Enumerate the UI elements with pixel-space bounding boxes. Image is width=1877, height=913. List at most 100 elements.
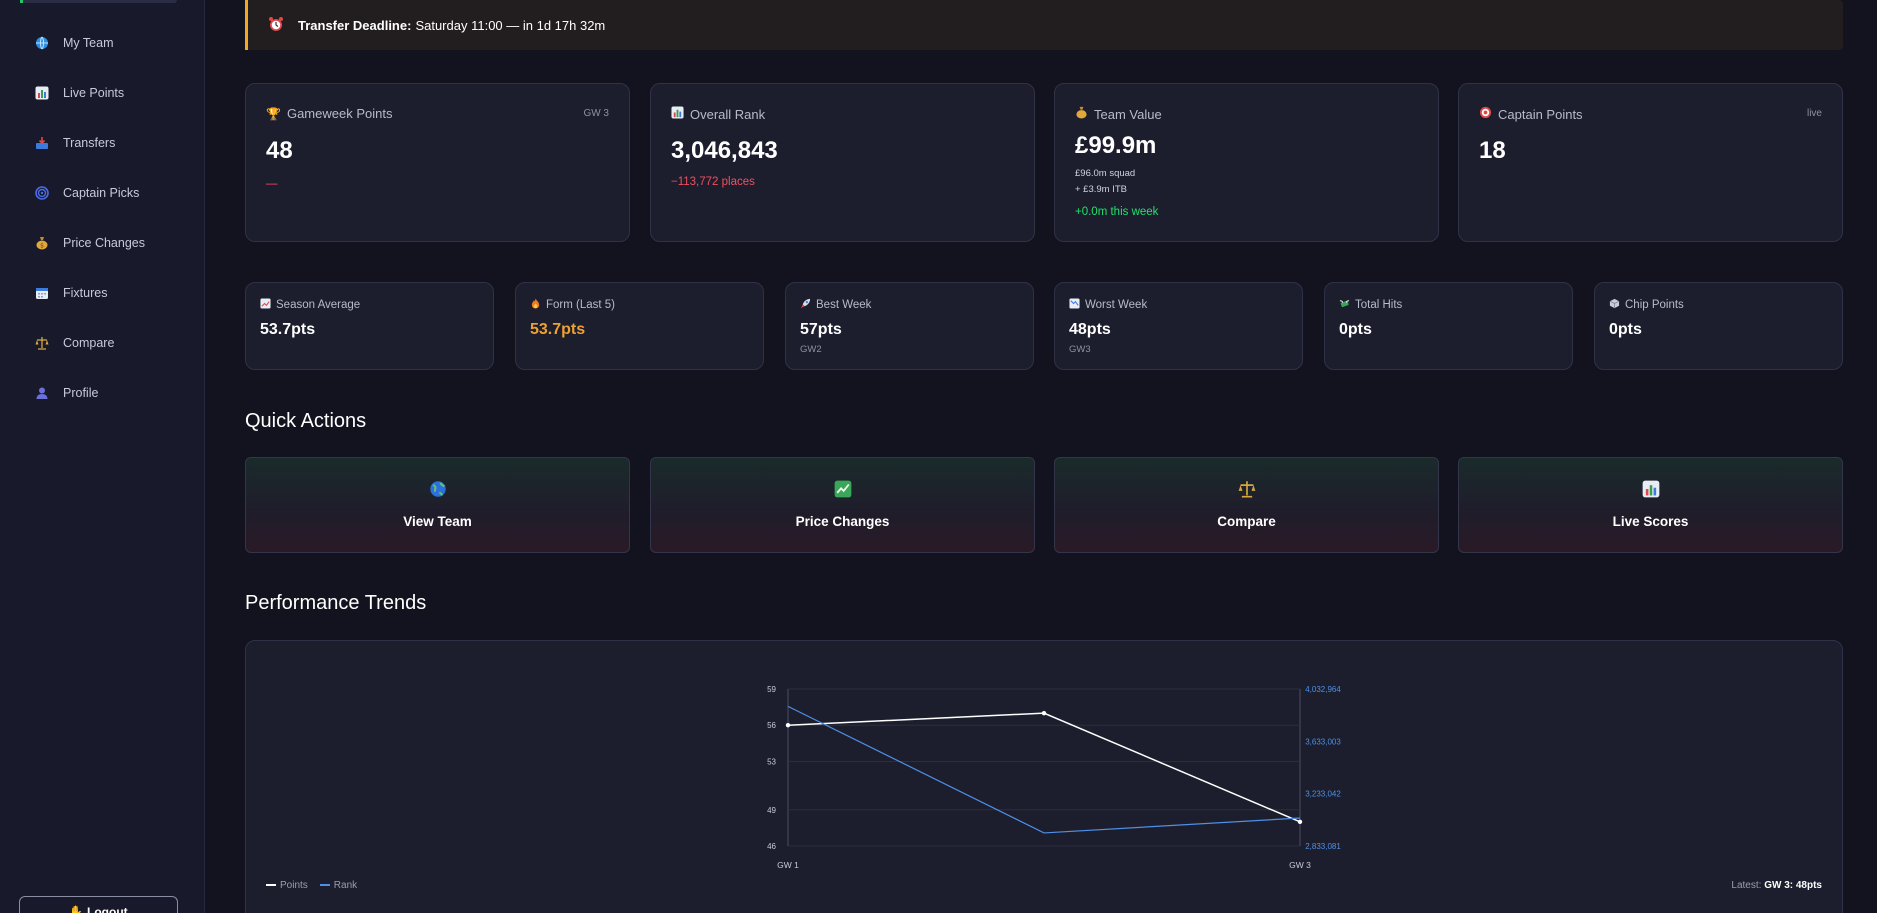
card-title: Season Average [276, 299, 361, 311]
sidebar-item-my-team[interactable]: My Team [0, 18, 205, 68]
x-tick-label: GW 3 [1289, 860, 1311, 870]
y-left-tick-label: 49 [767, 806, 776, 815]
series-line-points [787, 712, 1301, 823]
money-bag-icon [1075, 106, 1088, 122]
card-header: Season Average [260, 298, 360, 312]
sidebar-item-fixtures[interactable]: Fixtures [0, 268, 205, 318]
gameweek-tag: GW 3 [583, 108, 609, 119]
points-marker [785, 723, 791, 728]
card-title: Captain Points [1498, 106, 1583, 122]
y-left-tick-label: 59 [767, 685, 776, 694]
live-tag: live [1806, 108, 1822, 119]
form-value: 53.7pts [530, 321, 586, 338]
quick-action-label: Live Scores [1612, 514, 1689, 529]
chip-points-card: Chip Points 0pts [1594, 282, 1843, 370]
card-title: Chip Points [1625, 299, 1684, 311]
sidebar-item-captain-picks[interactable]: Captain Picks [0, 168, 205, 218]
card-header: Best Week [800, 298, 871, 312]
quick-action-label: View Team [403, 514, 472, 529]
latest-gameweek-summary: Latest: GW 3: 48pts [1731, 880, 1822, 891]
chart-legend: Points Rank [266, 880, 357, 891]
logout-label: Logout [87, 905, 128, 913]
total-hits-value: 0pts [1339, 321, 1372, 338]
in-the-bank: + £3.9m ITB [1075, 184, 1128, 195]
sidebar-item-label: Live Points [63, 86, 125, 100]
sidebar-item-price-changes[interactable]: $ Price Changes [0, 218, 205, 268]
bar-chart-icon [671, 106, 684, 122]
sidebar-item-label: Transfers [63, 136, 116, 150]
sidebar-item-transfers[interactable]: Transfers [0, 118, 205, 168]
overall-rank-value: 3,046,843 [671, 137, 778, 164]
card-title: Gameweek Points [286, 106, 393, 121]
card-header: Worst Week [1069, 298, 1147, 312]
calendar-icon [34, 285, 50, 301]
points-marker [1041, 710, 1047, 716]
sidebar-item-profile[interactable]: Profile [0, 368, 205, 418]
deadline-label: Transfer Deadline: [298, 17, 412, 33]
captain-points-value: 18 [1479, 137, 1506, 164]
money-bag-icon: $ [34, 235, 50, 251]
value-change: +0.0m this week [1075, 206, 1159, 218]
card-header: Team Value [1075, 106, 1162, 122]
quick-action-label: Price Changes [795, 514, 890, 529]
card-title: Form (Last 5) [546, 299, 616, 311]
logout-button[interactable]: ✋ Logout [19, 896, 178, 913]
y-right-tick-label: 3,633,003 [1305, 737, 1341, 746]
x-tick-label: GW 1 [777, 860, 799, 870]
worst-week-card: Worst Week 48pts GW3 [1054, 282, 1303, 370]
sidebar-item-compare[interactable]: Compare [0, 318, 205, 368]
sidebar-item-label: Price Changes [63, 236, 145, 250]
quick-action-label: Compare [1217, 514, 1276, 529]
y-left-tick-label: 53 [767, 757, 776, 766]
quick-action-live-scores[interactable]: Live Scores [1458, 457, 1843, 553]
waving-hand-icon: ✋ [69, 906, 84, 913]
deadline-text: Saturday 11:00 — in 1d 17h 32m [415, 17, 606, 33]
worst-week-value: 48pts [1069, 321, 1111, 338]
y-right-tick-label: 3,233,042 [1305, 790, 1341, 799]
y-left-tick-label: 56 [767, 721, 776, 730]
gameweek-points-value: 48 [266, 137, 293, 164]
card-title: Total Hits [1355, 299, 1403, 311]
alarm-clock-icon [268, 16, 284, 35]
worst-week-gameweek: GW3 [1069, 344, 1091, 355]
sidebar-item-label: Fixtures [63, 286, 108, 300]
best-week-gameweek: GW2 [800, 344, 822, 355]
quick-action-compare[interactable]: Compare [1054, 457, 1439, 553]
transfer-deadline-banner: Transfer Deadline: Saturday 11:00 — in 1… [245, 0, 1843, 50]
money-wings-icon [1339, 298, 1350, 312]
latest-label: Latest: [1731, 880, 1762, 891]
svg-text:$: $ [40, 243, 44, 250]
user-silhouette-icon [34, 385, 50, 401]
performance-chart-card: 59 56 53 49 46 4,032,964 3,633,003 3,233,042 2,8… [245, 640, 1843, 913]
best-week-value: 57pts [800, 321, 842, 338]
active-nav-indicator [20, 0, 177, 3]
chip-points-value: 0pts [1609, 321, 1642, 338]
bar-chart-icon [34, 85, 50, 101]
performance-chart: 59 56 53 49 46 4,032,964 3,633,003 3,233,042 2,8… [767, 685, 1341, 870]
latest-value: GW 3: 48pts [1764, 880, 1822, 891]
legend-item-points: Points [266, 880, 308, 891]
card-title: Overall Rank [690, 106, 766, 122]
squad-value: £96.0m squad [1075, 168, 1136, 179]
captain-points-card: Captain Points live 18 [1458, 83, 1843, 242]
team-value-card: Team Value £99.9m £96.0m squad + £3.9m I… [1054, 83, 1439, 242]
y-right-tick-label: 4,032,964 [1305, 685, 1341, 694]
quick-action-price-changes[interactable]: Price Changes [650, 457, 1035, 553]
quick-action-view-team[interactable]: View Team [245, 457, 630, 553]
legend-label: Rank [333, 880, 358, 891]
inbox-tray-icon [34, 135, 50, 151]
card-header: 🏆 Gameweek Points [266, 106, 392, 121]
sidebar-item-live-points[interactable]: Live Points [0, 68, 205, 118]
trophy-icon: 🏆 [266, 106, 281, 121]
rocket-icon [800, 298, 811, 312]
card-header: Chip Points [1609, 298, 1684, 312]
y-left-tick-label: 46 [767, 842, 776, 851]
card-title: Team Value [1094, 106, 1162, 122]
sidebar-item-label: Profile [63, 386, 99, 400]
total-hits-card: Total Hits 0pts [1324, 282, 1573, 370]
chart-up-icon [260, 298, 271, 312]
globe-icon [246, 480, 629, 503]
sidebar-item-label: Captain Picks [63, 186, 140, 200]
chart-up-icon [651, 480, 1034, 503]
sidebar-item-label: Compare [63, 336, 115, 350]
